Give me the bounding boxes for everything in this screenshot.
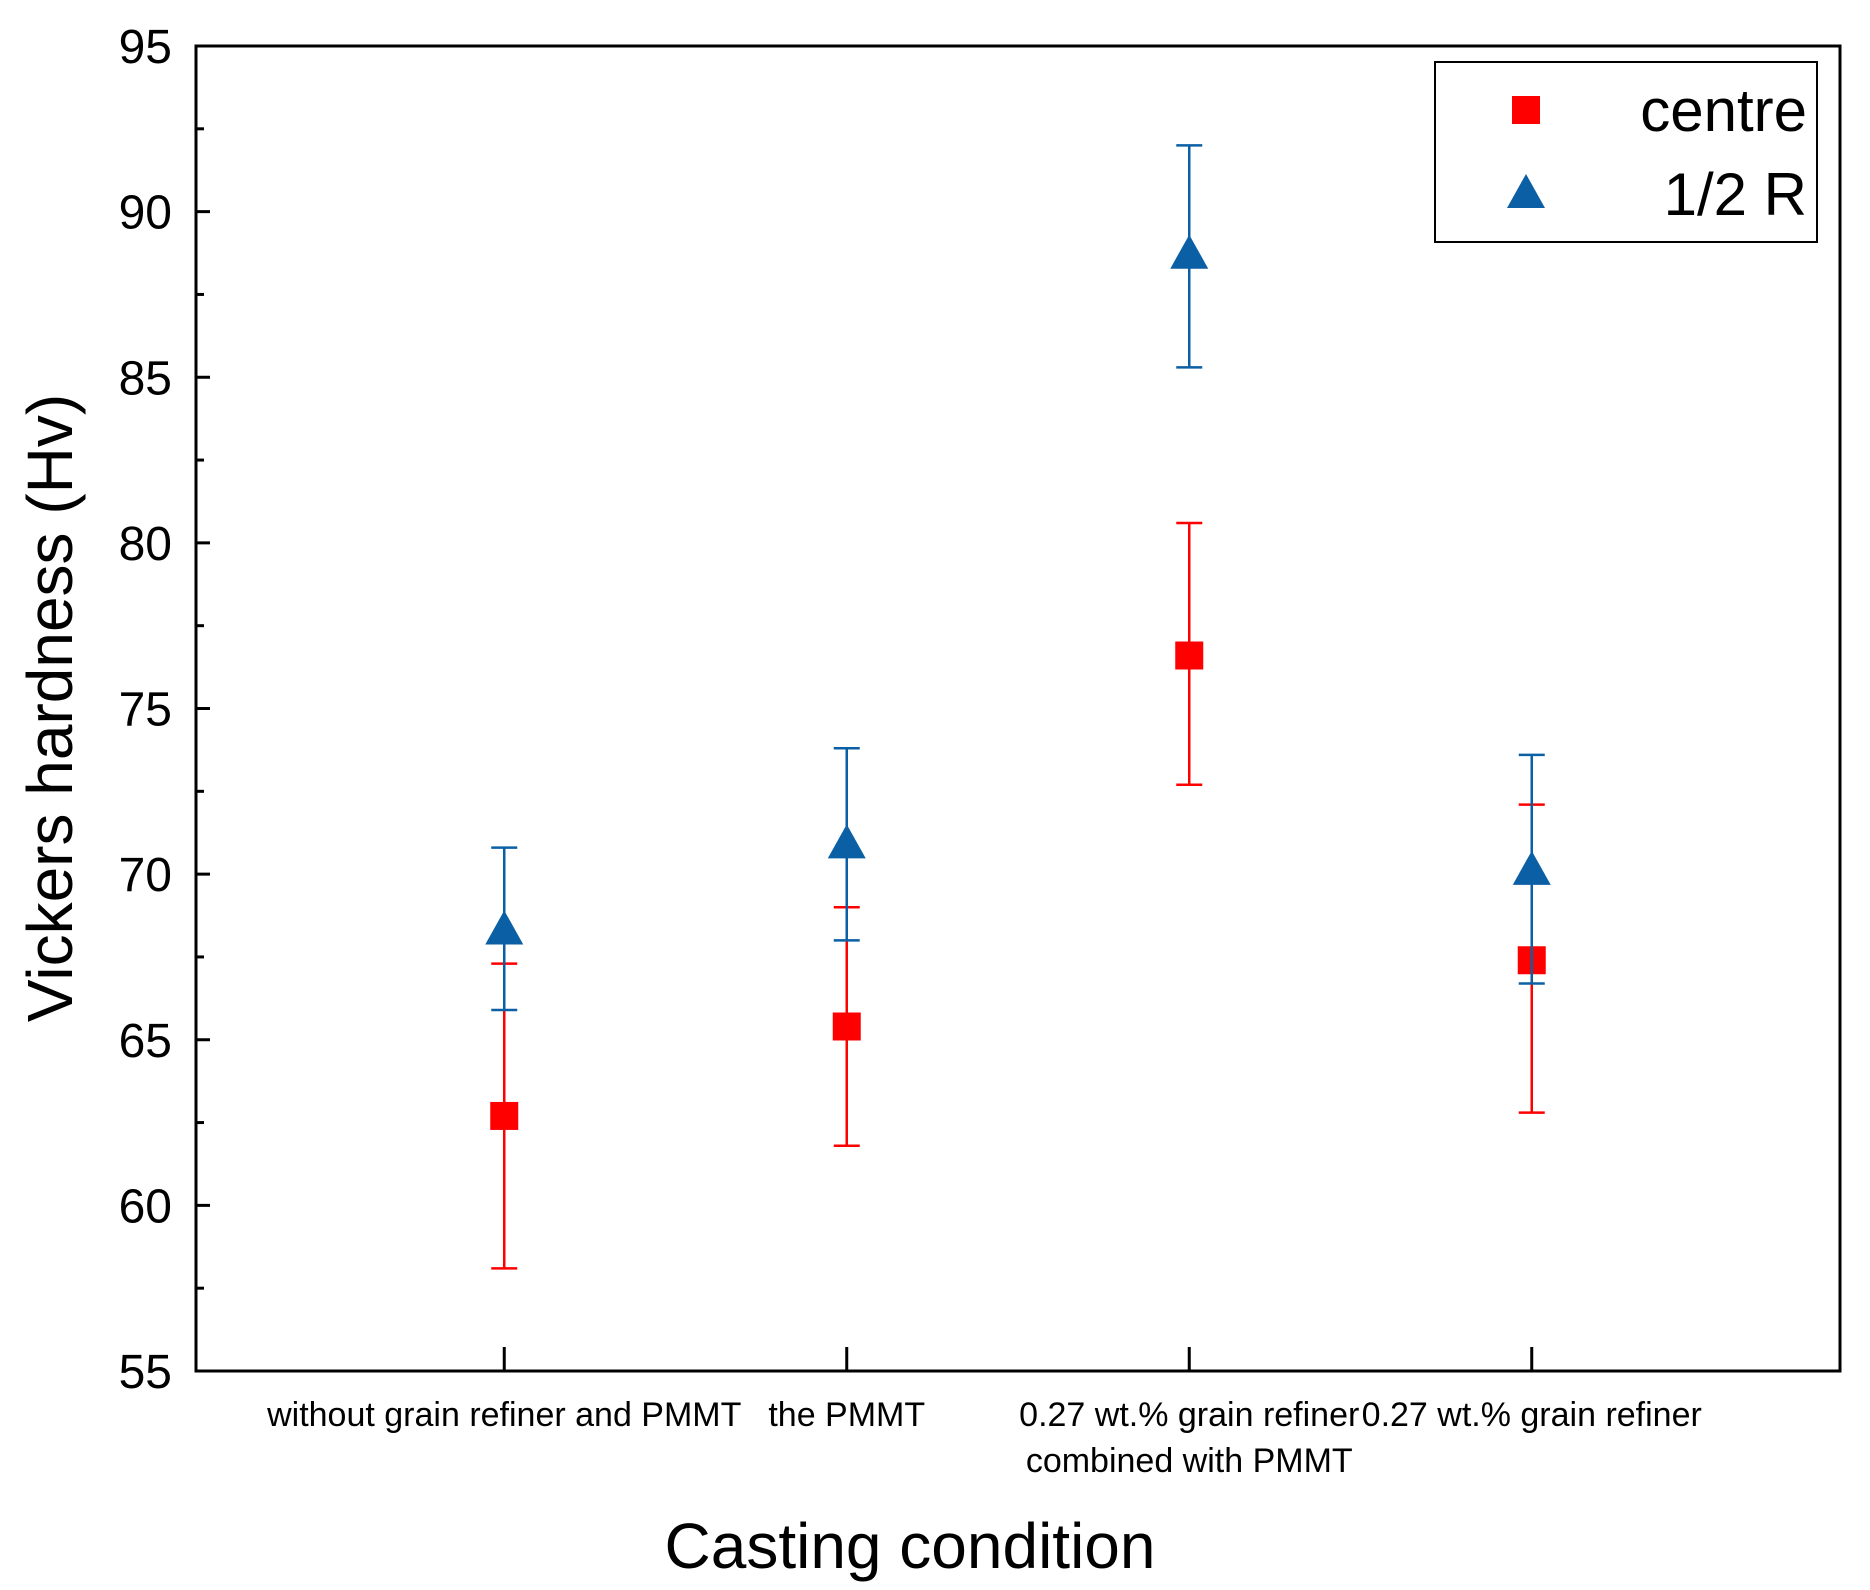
x-tick-label: the PMMT [768, 1396, 925, 1434]
y-tick-label: 60 [119, 1180, 172, 1233]
y-tick-label: 70 [119, 849, 172, 902]
y-axis-title: Vickers hardness (Hv) [14, 394, 86, 1022]
legend-label: 1/2 R [1664, 161, 1807, 228]
y-tick-label: 90 [119, 187, 172, 240]
data-point [485, 910, 524, 945]
legend-box [1434, 61, 1818, 243]
y-tick-label: 80 [119, 518, 172, 571]
data-point [490, 1101, 519, 1130]
data-point [1170, 234, 1209, 269]
x-axis: without grain refiner and PMMT the PMMT 0.… [266, 1347, 1702, 1480]
data-point [832, 1012, 861, 1041]
y-tick-label: 55 [119, 1346, 172, 1399]
y-tick-label: 85 [119, 352, 172, 405]
x-tick-label: without grain refiner and PMMT [266, 1396, 741, 1434]
y-tick-label: 65 [119, 1015, 172, 1068]
y-tick-label: 95 [119, 21, 172, 74]
y-tick-label: 75 [119, 684, 172, 737]
series-0 [490, 521, 1546, 1270]
plot-frame [194, 44, 1842, 1373]
y-axis: 55 60 65 70 75 80 85 90 95 [119, 21, 210, 1399]
x-tick-label: 0.27 wt.% grain refiner [1019, 1396, 1359, 1434]
data-point [827, 824, 866, 859]
x-tick-label: 0.27 wt.% grain refiner [1362, 1396, 1702, 1434]
legend-label: centre [1640, 77, 1807, 144]
x-axis-title: Casting condition [665, 1510, 1156, 1582]
data-point [1175, 641, 1204, 670]
legend: centre 1/2 R [1434, 61, 1818, 243]
series-1 [485, 144, 1551, 1012]
legend-marker [1512, 96, 1540, 124]
data-marks [485, 144, 1551, 1270]
data-point [1512, 850, 1551, 885]
x-tick-label: combined with PMMT [1026, 1442, 1353, 1480]
legend-marker [1507, 174, 1545, 208]
